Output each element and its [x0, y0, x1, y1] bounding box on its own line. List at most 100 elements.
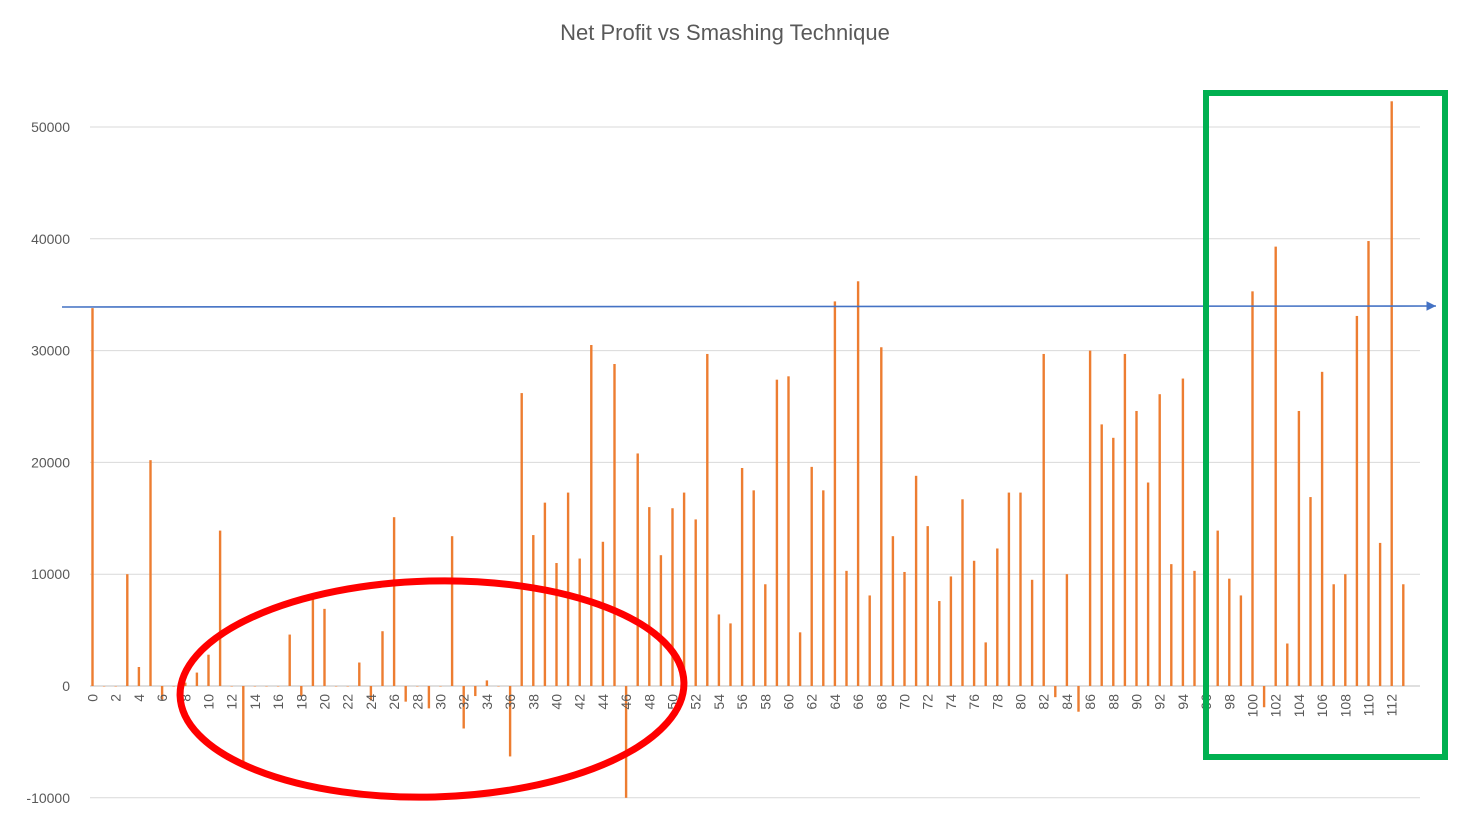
bar	[439, 686, 442, 687]
x-tick-label: 62	[804, 694, 820, 710]
bar	[729, 623, 732, 686]
x-tick-label: 82	[1036, 694, 1052, 710]
bar	[648, 507, 651, 686]
bar	[1216, 530, 1219, 686]
bar	[833, 301, 837, 686]
x-tick-label: 56	[734, 694, 750, 710]
bar	[1239, 595, 1243, 686]
bar	[1320, 371, 1324, 686]
x-tick-label: 84	[1059, 694, 1075, 710]
bar	[868, 595, 871, 686]
x-tick-label: 26	[386, 694, 402, 710]
x-tick-label: 88	[1105, 694, 1121, 710]
bar	[1251, 291, 1254, 686]
x-tick-label: 36	[502, 694, 518, 710]
x-tick-label: 4	[131, 694, 147, 702]
x-tick-label: 12	[224, 694, 240, 710]
bar	[416, 686, 419, 687]
x-tick-label: 16	[270, 694, 286, 710]
bar	[1042, 353, 1045, 686]
x-tick-label: 10	[201, 694, 217, 710]
bar	[288, 634, 291, 686]
x-tick-label: 22	[340, 694, 356, 710]
bar	[613, 364, 616, 686]
x-tick-label: 34	[479, 694, 495, 710]
y-tick-label: 50000	[31, 119, 70, 135]
x-tick-label: 78	[989, 694, 1005, 710]
bar	[91, 308, 94, 686]
bar	[682, 492, 686, 686]
y-tick-label: -10000	[26, 790, 70, 806]
x-tick-label: 98	[1221, 694, 1237, 710]
bar	[184, 682, 187, 686]
y-tick-label: 30000	[31, 343, 70, 359]
bar	[822, 490, 825, 686]
x-tick-label: 8	[177, 694, 193, 702]
bar	[845, 570, 848, 686]
bar	[346, 686, 349, 687]
bar	[300, 686, 303, 697]
bar	[114, 686, 117, 687]
x-tick-label: 74	[943, 694, 959, 710]
bar	[218, 530, 222, 686]
x-tick-label: 80	[1013, 694, 1029, 710]
bar	[1378, 542, 1382, 686]
bar	[1100, 424, 1103, 686]
bar	[914, 475, 918, 686]
bar	[1193, 570, 1196, 686]
bar	[137, 666, 141, 686]
bar	[590, 345, 593, 686]
bar	[485, 680, 489, 686]
bar	[497, 686, 500, 687]
x-tick-label: 18	[293, 694, 309, 710]
bar	[404, 686, 407, 702]
x-tick-label: 90	[1129, 694, 1145, 710]
x-tick-label: 110	[1361, 694, 1377, 717]
bar	[334, 686, 338, 687]
bar	[1170, 564, 1173, 686]
bar	[1344, 574, 1347, 686]
x-tick-label: 28	[409, 694, 425, 710]
bar	[369, 686, 373, 701]
x-tick-label: 112	[1384, 694, 1400, 717]
bar	[1007, 492, 1011, 686]
bar	[1054, 686, 1057, 698]
x-tick-label: 72	[920, 694, 936, 710]
bar	[126, 574, 129, 686]
bar	[392, 517, 396, 686]
bar	[961, 499, 964, 686]
bar	[172, 686, 175, 687]
bar	[474, 686, 477, 697]
x-tick-label: 68	[873, 694, 889, 710]
bar	[984, 642, 987, 686]
bar	[102, 686, 106, 687]
bar	[1030, 579, 1034, 686]
bar	[462, 686, 465, 729]
bar	[949, 576, 953, 686]
x-tick-label: 106	[1314, 694, 1330, 718]
bar	[207, 654, 210, 686]
bar	[1402, 584, 1405, 686]
x-tick-label: 30	[433, 694, 449, 710]
bar	[149, 460, 152, 686]
x-tick-label: 94	[1175, 694, 1191, 710]
chart-title: Net Profit vs Smashing Technique	[560, 20, 890, 45]
bar	[1262, 686, 1266, 708]
bar	[1181, 378, 1185, 686]
bar	[787, 376, 790, 686]
bar	[1367, 241, 1370, 686]
bar	[555, 563, 558, 686]
x-tick-label: 76	[966, 694, 982, 710]
x-tick-label: 60	[781, 694, 797, 710]
x-tick-label: 38	[525, 694, 541, 710]
x-tick-label: 102	[1268, 694, 1284, 718]
x-tick-label: 108	[1337, 694, 1353, 718]
x-tick-label: 52	[688, 694, 704, 710]
x-tick-label: 104	[1291, 694, 1307, 718]
bars	[91, 101, 1405, 798]
bar	[253, 686, 257, 687]
bar	[323, 608, 326, 686]
bar	[880, 347, 883, 686]
bar	[508, 686, 512, 757]
